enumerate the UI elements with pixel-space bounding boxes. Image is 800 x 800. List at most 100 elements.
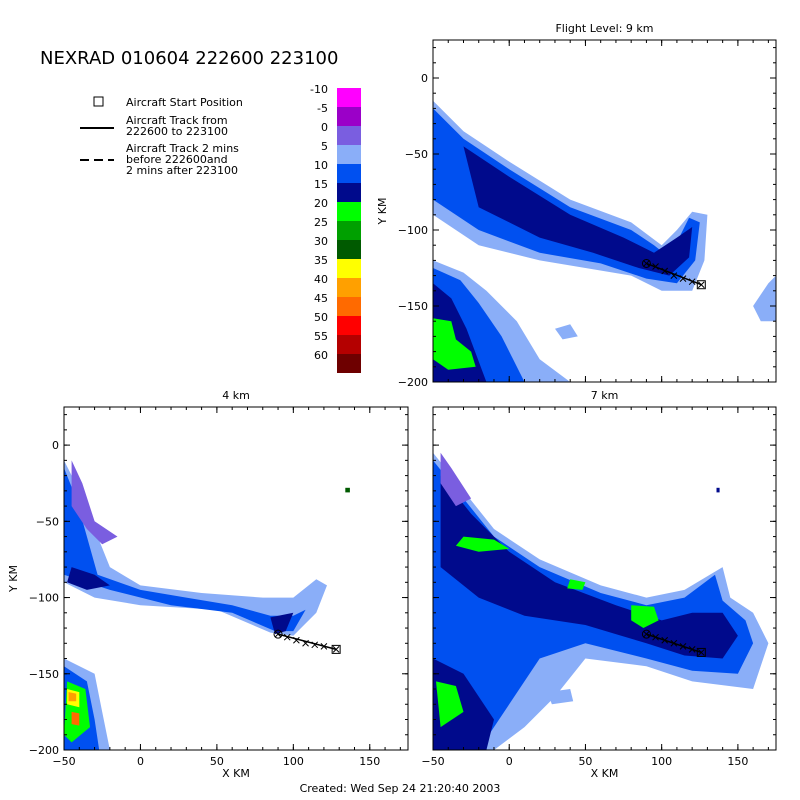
radar-echo-cell xyxy=(463,146,693,276)
panel-title: 4 km xyxy=(222,389,250,402)
radar-echo-cell xyxy=(64,468,306,632)
colorbar-swatch xyxy=(337,240,361,259)
panel-title: 7 km xyxy=(591,389,619,402)
radar-echo-cell xyxy=(433,658,494,750)
start-square-icon xyxy=(93,96,104,107)
radar-echo-cell xyxy=(433,318,476,370)
plot-frame xyxy=(63,406,409,751)
colorbar-swatch xyxy=(337,88,361,107)
x-tick-label: 150 xyxy=(727,755,748,768)
radar-echo-cell xyxy=(68,692,77,702)
y-tick-label: 0 xyxy=(52,439,59,452)
radar-echo-cell xyxy=(67,567,110,590)
legend-track2-line1: Aircraft Track 2 mins xyxy=(126,142,239,155)
colorbar-tick-label: 5 xyxy=(321,140,328,153)
colorbar-tick-label: -5 xyxy=(317,102,328,115)
radar-echo-layer xyxy=(64,460,350,750)
x-tick-label: 100 xyxy=(283,755,304,768)
x-axis-label: X KM xyxy=(591,767,619,780)
y-tick-label: −150 xyxy=(29,668,59,681)
colorbar-swatch xyxy=(337,354,361,373)
chart-panel: −50 0 50 100 150 −200 −150 −100 −50 0 4 km X KM Y KM xyxy=(7,389,409,780)
y-tick-label: −50 xyxy=(405,148,428,161)
radar-echo-cell xyxy=(716,487,720,493)
x-tick-label: 50 xyxy=(210,755,224,768)
track-marker xyxy=(670,639,678,647)
colorbar-swatch xyxy=(337,145,361,164)
y-axis-label: Y KM xyxy=(376,198,389,226)
y-tick-label: −50 xyxy=(36,515,59,528)
legend-track2-line3: 2 mins after 223100 xyxy=(126,164,238,177)
colorbar-swatch xyxy=(337,221,361,240)
colorbar-tick-label: 15 xyxy=(314,178,328,191)
colorbar-tick-label: 35 xyxy=(314,254,328,267)
plot-frame xyxy=(432,406,777,751)
radar-echo-cell xyxy=(71,711,80,726)
created-footer: Created: Wed Sep 24 21:20:40 2003 xyxy=(300,782,501,795)
track-marker xyxy=(643,630,650,638)
track-marker xyxy=(661,636,669,644)
radar-echo-cell xyxy=(455,536,510,552)
radar-echo-layer xyxy=(433,100,776,382)
x-tick-label: 0 xyxy=(137,755,144,768)
x-tick-label: −50 xyxy=(52,755,75,768)
colorbar-tick-label: -10 xyxy=(310,83,328,96)
track-marker xyxy=(652,633,659,641)
track-end-marker xyxy=(641,258,651,268)
track-marker xyxy=(688,646,696,653)
x-tick-label: −50 xyxy=(421,755,444,768)
colorbar-swatch xyxy=(337,259,361,278)
track-marker xyxy=(274,630,282,638)
track-marker xyxy=(679,642,687,650)
track-marker xyxy=(643,260,650,267)
figure-title: NEXRAD 010604 222600 223100 xyxy=(40,48,338,69)
colorbar-swatch xyxy=(337,107,361,126)
radar-echo-cell xyxy=(71,460,118,545)
legend-track2-line2: before 222600and xyxy=(126,153,228,166)
track-marker xyxy=(332,646,340,653)
track-marker xyxy=(670,272,678,279)
aircraft-start-marker xyxy=(331,644,341,654)
x-tick-label: 0 xyxy=(506,755,513,768)
radar-echo-cell xyxy=(555,324,578,340)
legend-track1-line1: Aircraft Track from xyxy=(126,114,228,127)
colorbar-tick-label: 20 xyxy=(314,197,328,210)
radar-echo-cell xyxy=(436,681,464,728)
colorbar-tick-label: 45 xyxy=(314,292,328,305)
x-tick-label: 150 xyxy=(359,755,380,768)
colorbar-tick-label: 60 xyxy=(314,349,328,362)
radar-echo-cell xyxy=(440,452,472,507)
track-marker xyxy=(293,636,300,644)
colorbar-tick-label: 25 xyxy=(314,216,328,229)
track-marker xyxy=(661,267,669,275)
chart-panel: −200 −150 −100 −50 0 Flight Level: 9 km Y KM xyxy=(376,22,777,389)
colorbar-tick-label: 0 xyxy=(321,121,328,134)
track-end-marker xyxy=(273,629,283,639)
colorbar-swatch xyxy=(337,335,361,354)
legend-start-label: Aircraft Start Position xyxy=(126,96,243,109)
x-axis-label: X KM xyxy=(222,767,250,780)
radar-echo-cell xyxy=(440,475,738,659)
y-tick-label: −100 xyxy=(398,224,428,237)
track-marker xyxy=(688,278,696,286)
panel-title: Flight Level: 9 km xyxy=(555,22,653,35)
track-end-marker xyxy=(641,629,651,639)
track-marker xyxy=(302,639,309,647)
colorbar-tick-label: 30 xyxy=(314,235,328,248)
track-marker xyxy=(697,649,705,656)
track-marker xyxy=(311,641,319,649)
radar-echo-cell xyxy=(753,275,776,322)
colorbar-tick-label: 10 xyxy=(314,159,328,172)
y-tick-label: −200 xyxy=(398,376,428,389)
y-tick-label: −150 xyxy=(398,300,428,313)
y-tick-label: −100 xyxy=(29,592,59,605)
x-tick-label: 50 xyxy=(578,755,592,768)
radar-echo-cell xyxy=(64,460,327,636)
y-tick-label: −200 xyxy=(29,744,59,757)
colorbar-swatch xyxy=(337,126,361,145)
track-marker xyxy=(283,633,291,641)
colorbar-swatch xyxy=(337,164,361,183)
colorbar-tick-label: 55 xyxy=(314,330,328,343)
track-marker xyxy=(679,275,687,282)
